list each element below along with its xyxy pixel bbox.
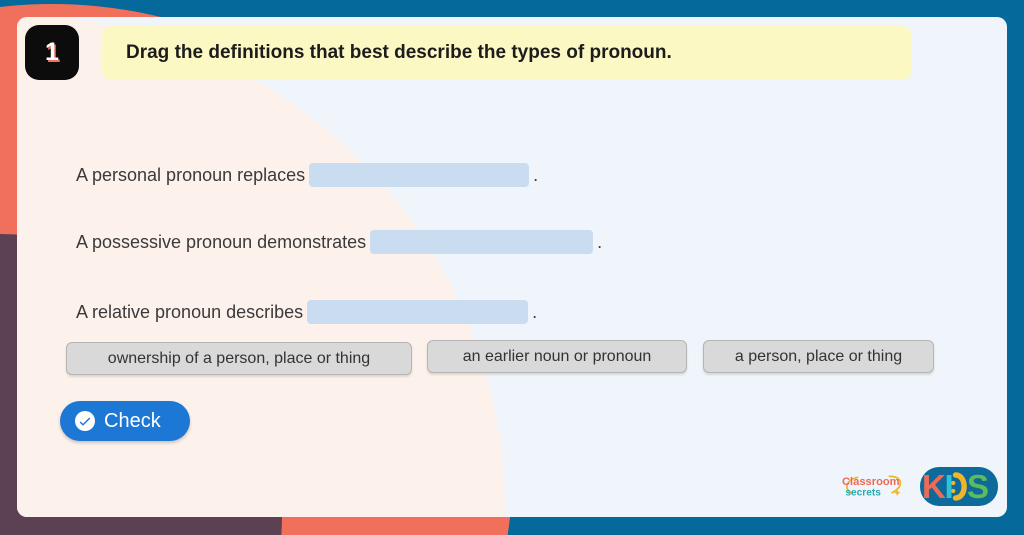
svg-text:S: S bbox=[967, 468, 989, 505]
svg-text:K: K bbox=[922, 468, 946, 505]
svg-text:secrets: secrets bbox=[845, 487, 881, 498]
svg-text:I: I bbox=[945, 468, 954, 505]
svg-text:Classroom: Classroom bbox=[842, 476, 900, 488]
